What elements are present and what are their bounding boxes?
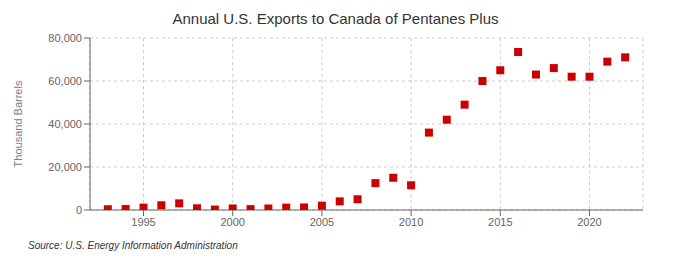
svg-text:2000: 2000 xyxy=(220,216,244,228)
svg-text:2015: 2015 xyxy=(488,216,512,228)
svg-text:0: 0 xyxy=(76,204,82,216)
svg-text:Thousand Barrels: Thousand Barrels xyxy=(12,80,24,167)
svg-text:2005: 2005 xyxy=(310,216,334,228)
svg-text:2010: 2010 xyxy=(399,216,423,228)
svg-text:1995: 1995 xyxy=(131,216,155,228)
html-text:Annual U.S. Exports to Canada: Annual U.S. Exports to Canada of Pentane… xyxy=(172,10,499,27)
svg-text:20,000: 20,000 xyxy=(48,161,82,173)
html-text:Source: U.S. Energy Informatio: Source: U.S. Energy Information Administ… xyxy=(28,240,238,251)
svg-text:40,000: 40,000 xyxy=(48,118,82,130)
svg-text:2020: 2020 xyxy=(577,216,601,228)
svg-text:60,000: 60,000 xyxy=(48,75,82,87)
svg-text:80,000: 80,000 xyxy=(48,32,82,44)
